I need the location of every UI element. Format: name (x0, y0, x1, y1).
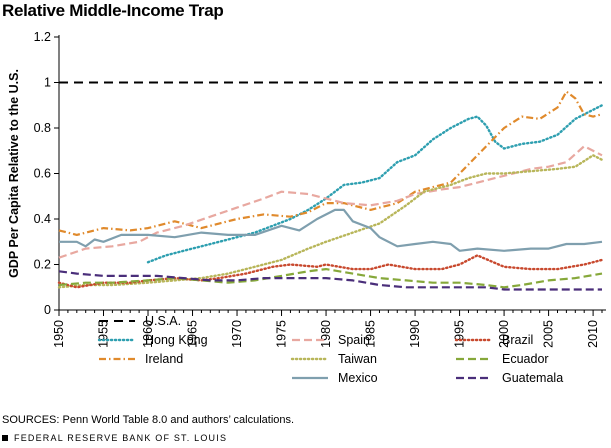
series-line-taiwan (57, 154, 604, 289)
x-tick-label: 1950 (52, 320, 66, 348)
series-layer (57, 81, 604, 291)
y-tick-label: 0.2 (34, 258, 51, 272)
x-tick-label: 1965 (186, 320, 200, 348)
chart-title: Relative Middle-Income Trap (2, 1, 224, 20)
y-tick-label: 0 (44, 303, 51, 317)
x-tick-label: 2010 (586, 320, 600, 348)
y-tick-label: 0.8 (34, 121, 51, 135)
series-line-ecuador (58, 268, 603, 289)
x-tick-label: 1970 (230, 320, 244, 348)
x-tick-label: 1980 (319, 320, 333, 348)
x-tick-label: 1990 (408, 320, 422, 348)
x-tick-label: 1975 (275, 320, 289, 348)
y-tick-label: 1 (44, 76, 51, 90)
x-tick-label: 1960 (141, 320, 155, 348)
y-tick-label: 1.2 (34, 30, 51, 44)
x-tick-label: 1995 (453, 320, 467, 348)
x-tick-label: 1955 (97, 320, 111, 348)
y-tick-label: 0.4 (34, 212, 51, 226)
chart-axes: 0 0.2 0.4 0.6 0.8 1 1.2 1950 1955 1960 1965 1970 197… (7, 30, 606, 348)
y-axis-label: GDP Per Capita Relative to the U.S. (7, 69, 21, 278)
footer: FEDERAL RESERVE BANK OF ST. LOUIS (2, 433, 227, 443)
series-line-mexico (59, 208, 603, 252)
series-line-hong-kong (146, 104, 604, 264)
y-tick-label: 0.6 (34, 167, 51, 181)
x-tick-label: 1985 (364, 320, 378, 348)
x-tick-label: 2005 (542, 320, 556, 348)
x-tick-label: 2000 (497, 320, 511, 348)
series-line-guatemala (58, 270, 602, 291)
source-note: SOURCES: Penn World Table 8.0 and author… (2, 414, 295, 426)
series-line-spain (58, 145, 603, 259)
footer-square-icon (2, 435, 8, 441)
footer-text: FEDERAL RESERVE BANK OF ST. LOUIS (14, 433, 228, 443)
